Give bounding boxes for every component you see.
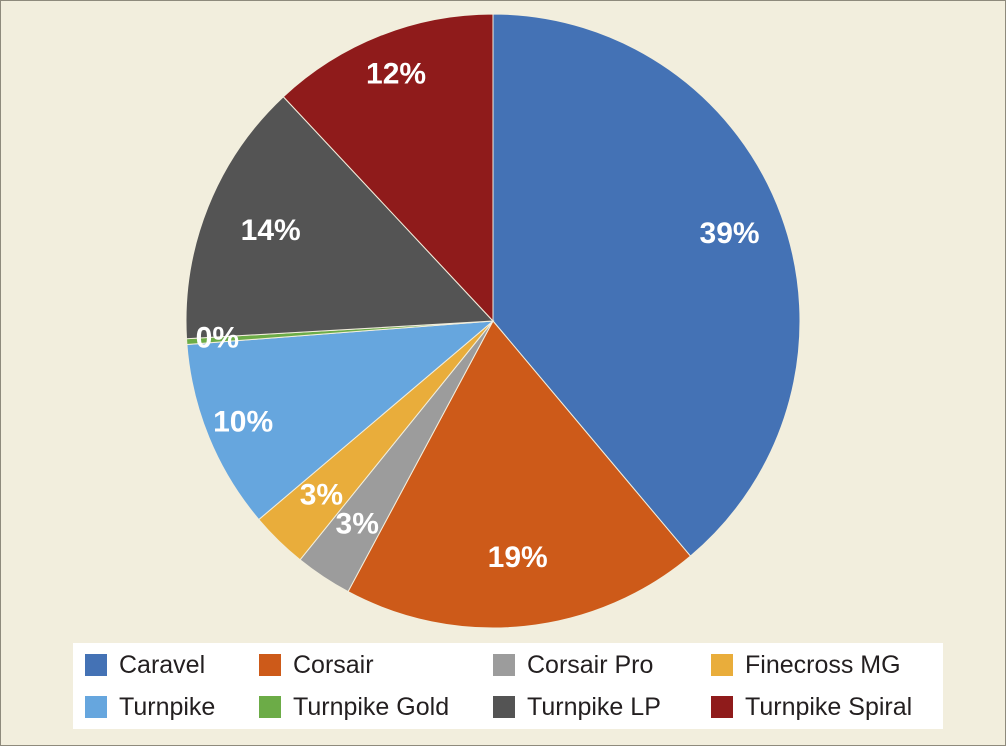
data-label-turnpike-gold: 0% xyxy=(196,322,239,355)
chart-legend: Caravel Corsair Corsair Pro Finecross MG… xyxy=(73,643,943,729)
legend-item-corsair: Corsair xyxy=(259,650,374,680)
legend-item-caravel: Caravel xyxy=(85,650,205,680)
legend-swatch xyxy=(259,654,281,676)
legend-swatch xyxy=(259,696,281,718)
data-label-turnpike-lp: 14% xyxy=(241,214,301,247)
legend-swatch xyxy=(85,654,107,676)
legend-label: Turnpike Spiral xyxy=(745,692,913,721)
legend-label: Corsair Pro xyxy=(527,650,654,679)
pie-slice-corsair xyxy=(347,320,692,629)
data-label-turnpike: 10% xyxy=(213,406,273,439)
legend-swatch xyxy=(711,696,733,718)
pie-slice-turnpike-spiral xyxy=(282,13,494,323)
legend-swatch xyxy=(493,696,515,718)
data-label-corsair-pro: 3% xyxy=(336,508,379,541)
legend-item-turnpike-spiral: Turnpike Spiral xyxy=(711,692,912,722)
legend-item-turnpike-lp: Turnpike LP xyxy=(493,692,661,722)
data-label-caravel: 39% xyxy=(700,217,760,250)
legend-item-turnpike: Turnpike xyxy=(85,692,215,722)
pie-slice-turnpike-lp xyxy=(185,96,495,340)
data-label-finecross-mg: 3% xyxy=(300,479,343,512)
legend-label: Turnpike xyxy=(119,692,216,721)
legend-label: Finecross MG xyxy=(745,650,901,679)
data-label-corsair: 19% xyxy=(488,541,548,574)
legend-swatch xyxy=(493,654,515,676)
pie-slice-turnpike xyxy=(186,320,495,521)
legend-label: Turnpike Gold xyxy=(293,692,450,721)
data-label-turnpike-spiral: 12% xyxy=(366,57,426,90)
legend-swatch xyxy=(85,696,107,718)
pie-slice-caravel xyxy=(492,13,801,557)
legend-swatch xyxy=(711,654,733,676)
legend-label: Turnpike LP xyxy=(527,692,661,721)
legend-label: Corsair xyxy=(293,650,374,679)
legend-item-corsair-pro: Corsair Pro xyxy=(493,650,653,680)
legend-item-finecross-mg: Finecross MG xyxy=(711,650,901,680)
legend-item-turnpike-gold: Turnpike Gold xyxy=(259,692,449,722)
legend-label: Caravel xyxy=(119,650,206,679)
